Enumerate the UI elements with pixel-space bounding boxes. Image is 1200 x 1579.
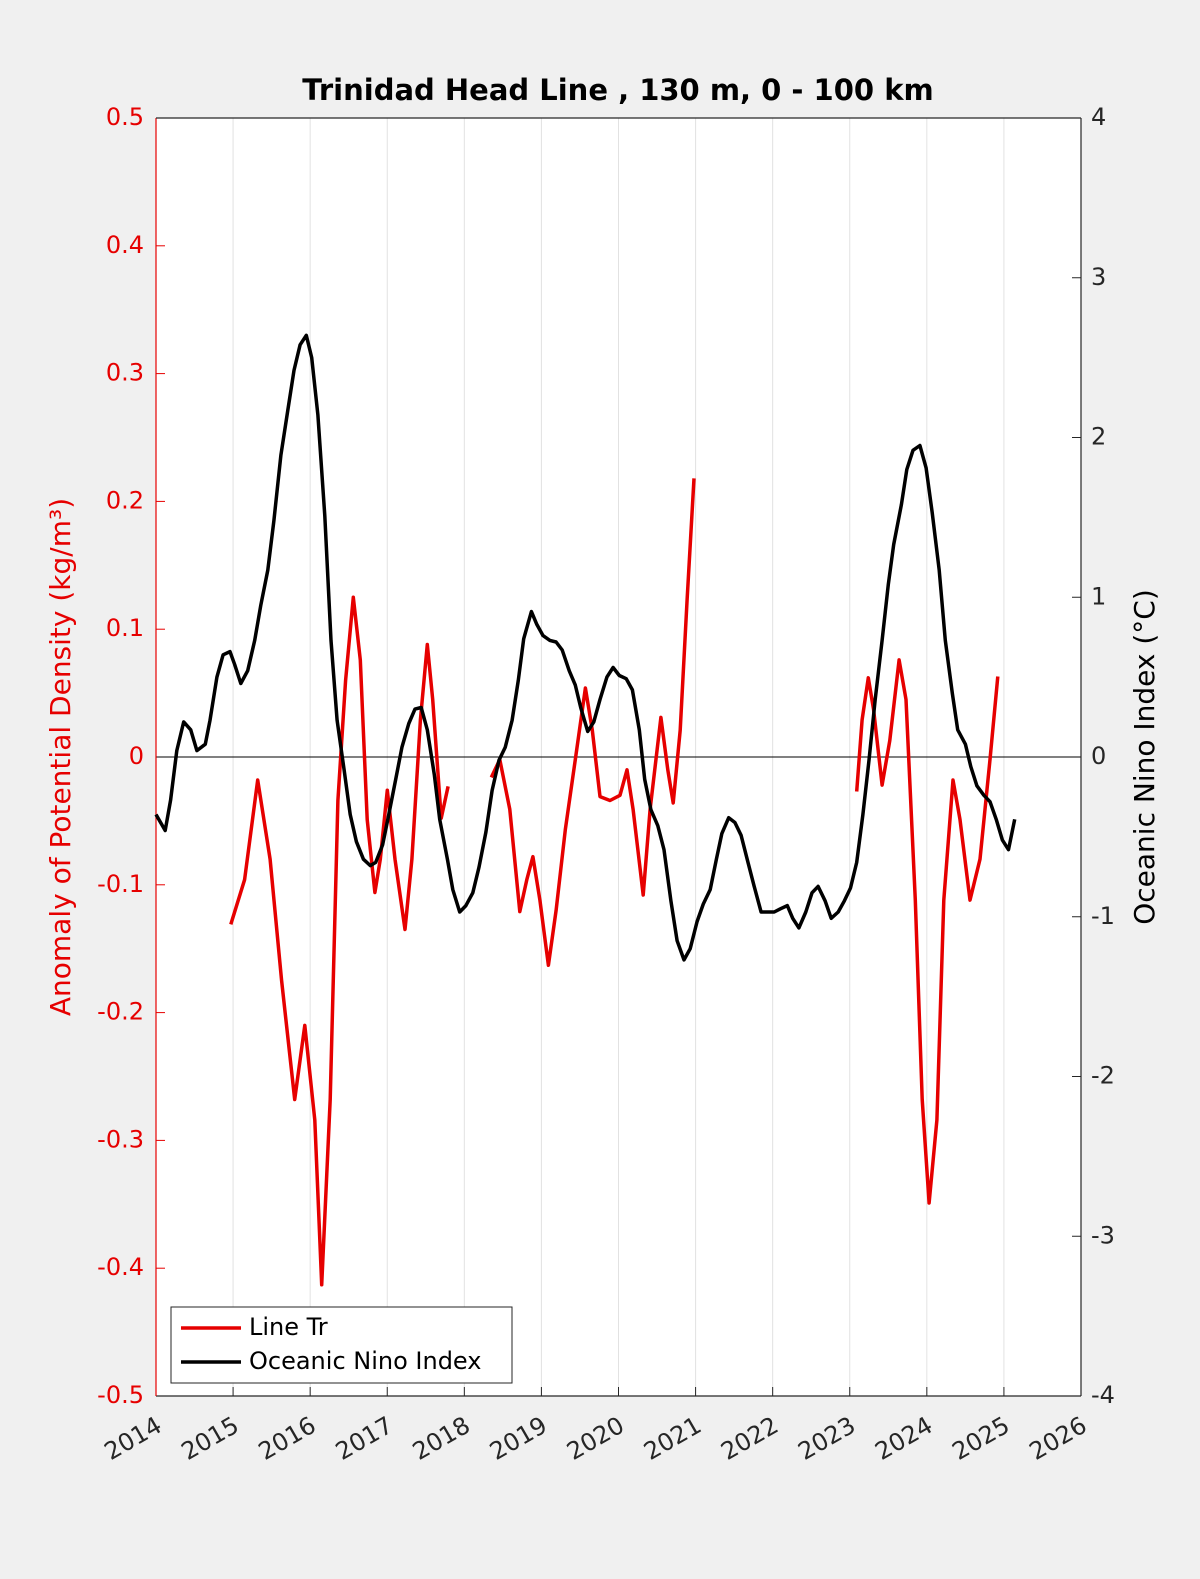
- x-tick-label: 2023: [793, 1411, 860, 1466]
- y2-tick-label: 4: [1091, 103, 1106, 131]
- x-tick-label: 2020: [562, 1411, 629, 1466]
- legend-label: Oceanic Nino Index: [249, 1347, 481, 1375]
- x-tick-label: 2019: [485, 1411, 552, 1466]
- y-tick-label: 0.5: [106, 103, 144, 131]
- x-tick-label: 2025: [948, 1411, 1015, 1466]
- y2-tick-label: 0: [1091, 742, 1106, 770]
- legend-label: Line Tr: [249, 1313, 328, 1341]
- x-tick-label: 2018: [408, 1411, 475, 1466]
- y2-tick-label: -3: [1091, 1221, 1115, 1249]
- x-tick-label: 2014: [100, 1411, 167, 1466]
- y2-axis-label: Oceanic Nino Index (°C): [1128, 589, 1161, 925]
- y-tick-label: 0: [129, 742, 144, 770]
- y-tick-label: 0.1: [106, 614, 144, 642]
- x-tick-label: 2026: [1025, 1411, 1092, 1466]
- y-tick-label: 0.3: [106, 359, 144, 387]
- y-axis-label: Anomaly of Potential Density (kg/m³): [44, 498, 77, 1016]
- legend-box: [170, 1306, 513, 1384]
- y-tick-label: -0.2: [97, 998, 144, 1026]
- y-tick-label: 0.4: [106, 231, 144, 259]
- x-tick-label: 2016: [254, 1411, 321, 1466]
- series-line: [154, 333, 1017, 962]
- y2-tick-label: 2: [1091, 423, 1106, 451]
- chart-title: Trinidad Head Line , 130 m, 0 - 100 km: [302, 73, 933, 107]
- x-tick-label: 2015: [177, 1411, 244, 1466]
- y2-tick-label: 1: [1091, 582, 1106, 610]
- y2-tick-label: -2: [1091, 1062, 1115, 1090]
- y2-tick-label: -1: [1091, 902, 1115, 930]
- y2-tick-label: 3: [1091, 263, 1106, 291]
- y2-tick-label: -4: [1091, 1381, 1115, 1409]
- y-tick-label: -0.1: [97, 870, 144, 898]
- y-tick-label: -0.4: [97, 1253, 144, 1281]
- y-tick-label: -0.3: [97, 1125, 144, 1153]
- y-tick-label: 0.2: [106, 486, 144, 514]
- x-tick-label: 2022: [716, 1411, 783, 1466]
- x-tick-label: 2021: [639, 1411, 706, 1466]
- x-tick-label: 2017: [331, 1411, 398, 1466]
- x-tick-label: 2024: [870, 1411, 937, 1466]
- y-tick-label: -0.5: [97, 1381, 144, 1409]
